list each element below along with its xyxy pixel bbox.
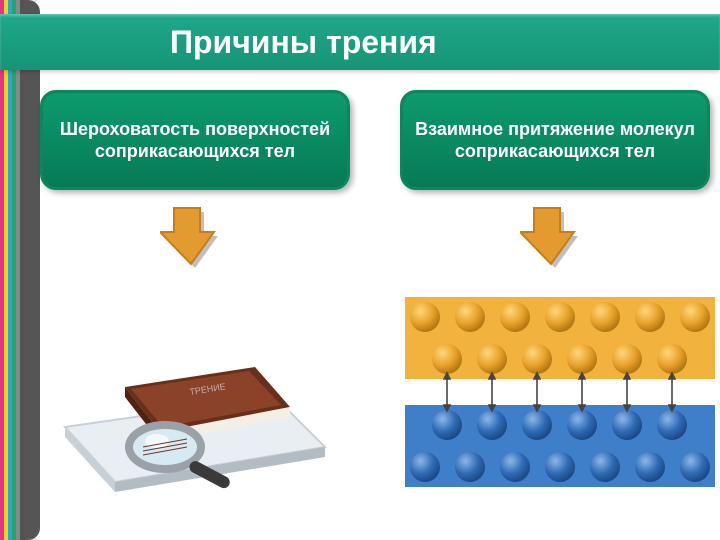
right-column: Взаимное притяжение молекул соприкасающи… — [400, 90, 710, 497]
content: Шероховатость поверхностей соприкасающих… — [40, 90, 710, 497]
down-arrow-icon — [520, 206, 590, 281]
title-bar: Причины трения — [0, 14, 720, 70]
card-roughness: Шероховатость поверхностей соприкасающих… — [40, 90, 350, 190]
left-column: Шероховатость поверхностей соприкасающих… — [40, 90, 350, 497]
side-tab — [20, 0, 40, 540]
page-title: Причины трения — [170, 24, 437, 61]
card-text: Шероховатость поверхностей соприкасающих… — [53, 118, 337, 163]
card-attraction: Взаимное притяжение молекул соприкасающи… — [400, 90, 710, 190]
card-text: Взаимное притяжение молекул соприкасающи… — [413, 118, 697, 163]
side-tabs — [0, 0, 30, 540]
illustration-book: ТРЕНИЕ — [45, 297, 345, 497]
down-arrow-icon — [160, 206, 230, 281]
illustration-molecules — [405, 297, 705, 497]
